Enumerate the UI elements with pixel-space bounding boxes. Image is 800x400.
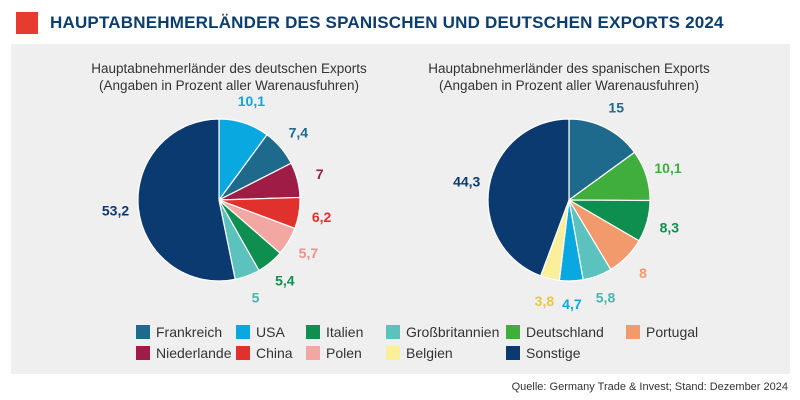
- legend-item-belgien: Belgien: [386, 345, 453, 361]
- legend-swatch-niederlande: [136, 346, 150, 360]
- german-label-frankreich: 7,4: [289, 125, 309, 141]
- german-chart-title-line1: Hauptabnehmerländer des deutschen Export…: [91, 61, 367, 76]
- legend-label-deutschland: Deutschland: [526, 324, 604, 340]
- legend-label-china: China: [256, 345, 293, 361]
- german-label-sonstige: 53,2: [102, 202, 129, 218]
- spanish-label-belgien: 3,8: [535, 293, 555, 309]
- legend-label-belgien: Belgien: [406, 345, 453, 361]
- legend-swatch-italien: [306, 325, 320, 339]
- german-export-pie-chart: 10,1 7,4 7 6,2 5,75,4 5 53,2: [102, 93, 332, 305]
- spanish-label-sonstige: 44,3: [453, 174, 480, 190]
- legend-item-polen: Polen: [306, 345, 362, 361]
- german-label-china: 6,2: [312, 209, 332, 225]
- legend-swatch-portugal: [626, 325, 640, 339]
- german-slice-sonstige: [137, 118, 236, 282]
- legend-item-sonstige: Sonstige: [506, 345, 580, 361]
- spanish-slice-frankreich: [568, 118, 636, 202]
- legend-label-sonstige: Sonstige: [526, 345, 581, 361]
- spanish-label-grossbritannien: 5,8: [596, 289, 616, 305]
- legend-item-frankreich: Frankreich: [136, 324, 222, 340]
- german-chart-subtitle: (Angaben in Prozent aller Warenausfuhren…: [99, 78, 359, 93]
- german-label-usa: 10,1: [238, 93, 265, 109]
- legend-item-usa: USA: [236, 324, 285, 340]
- spanish-label-frankreich: 15: [608, 99, 624, 115]
- spanish-label-portugal: 8: [639, 265, 647, 281]
- legend-swatch-sonstige: [506, 346, 520, 360]
- legend-label-italien: Italien: [326, 324, 364, 340]
- spanish-label-deutschland: 10,1: [654, 160, 681, 176]
- legend-label-grossbritannien: Großbritannien: [406, 324, 500, 340]
- spanish-label-usa: 4,7: [562, 296, 582, 312]
- header: HAUPTABNEHMERLÄNDER DES SPANISCHEN UND D…: [16, 10, 724, 36]
- legend-label-portugal: Portugal: [646, 324, 699, 340]
- legend-label-niederlande: Niederlande: [156, 345, 232, 361]
- legend-item-italien: Italien: [306, 324, 363, 340]
- legend-swatch-polen: [306, 346, 320, 360]
- german-label-italien: 5,4: [275, 273, 295, 289]
- spanish-export-pie-chart: 15 10,1 8,3 8 5,8 4,7 3,8 44,3: [453, 99, 682, 312]
- spanish-chart-title-line1: Hauptabnehmerländer des spanischen Expor…: [428, 61, 710, 76]
- page-title: HAUPTABNEHMERLÄNDER DES SPANISCHEN UND D…: [50, 13, 724, 32]
- source-note: Quelle: Germany Trade & Invest; Stand: D…: [511, 381, 788, 393]
- legend-item-china: China: [236, 345, 293, 361]
- german-chart-title: Hauptabnehmerländer des deutschen Export…: [69, 60, 389, 94]
- spanish-slice-sonstige: [487, 118, 570, 277]
- spanish-label-italien: 8,3: [660, 219, 680, 235]
- legend-swatch-frankreich: [136, 325, 150, 339]
- german-label-grossbritannien: 5: [252, 289, 260, 305]
- legend-swatch-grossbritannien: [386, 325, 400, 339]
- legend-item-portugal: Portugal: [626, 324, 698, 340]
- legend-item-deutschland: Deutschland: [506, 324, 604, 340]
- spanish-chart-title: Hauptabnehmerländer des spanischen Expor…: [409, 60, 729, 94]
- german-label-polen: 5,7: [299, 245, 319, 261]
- spanish-chart-subtitle: (Angaben in Prozent aller Warenausfuhren…: [439, 78, 699, 93]
- legend-swatch-deutschland: [506, 325, 520, 339]
- legend-label-frankreich: Frankreich: [156, 324, 223, 340]
- legend-label-polen: Polen: [326, 345, 362, 361]
- legend-swatch-belgien: [386, 346, 400, 360]
- legend-item-niederlande: Niederlande: [136, 345, 232, 361]
- chart-panel: Hauptabnehmerländer des deutschen Export…: [11, 44, 790, 374]
- german-label-niederlande: 7: [316, 166, 324, 182]
- legend-swatch-china: [236, 346, 250, 360]
- legend-label-usa: USA: [256, 324, 285, 340]
- accent-square: [16, 12, 38, 34]
- legend-item-grossbritannien: Großbritannien: [386, 324, 499, 340]
- legend-swatch-usa: [236, 325, 250, 339]
